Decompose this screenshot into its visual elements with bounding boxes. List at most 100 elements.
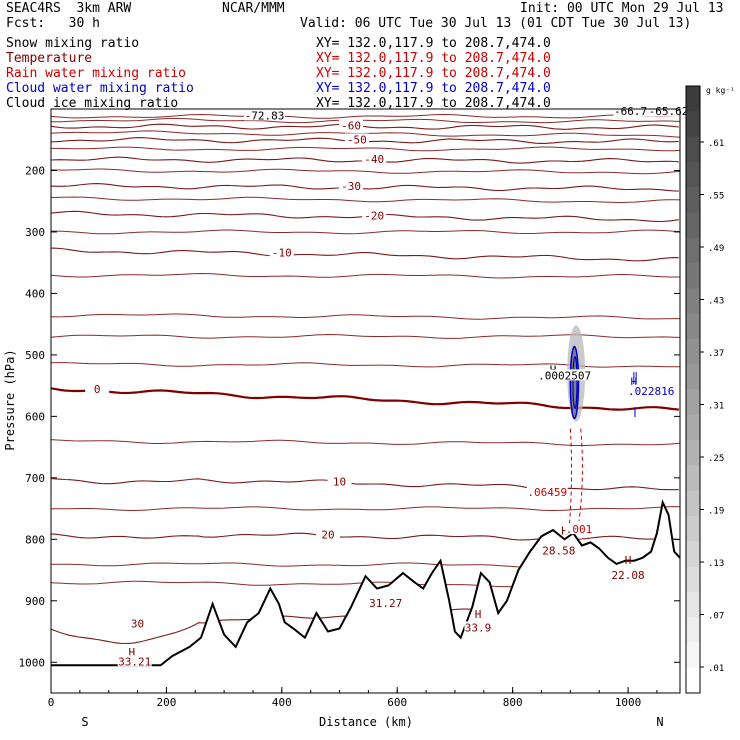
isotherm-minor xyxy=(51,506,680,512)
isotherm-line xyxy=(51,477,679,491)
colorbar-label: .13 xyxy=(708,559,724,569)
x-axis-label: Distance (km) xyxy=(319,715,413,729)
y-tick-label: 700 xyxy=(25,472,45,485)
y-tick-label: 300 xyxy=(25,226,45,239)
y-tick-label: 900 xyxy=(25,595,45,608)
y-tick-label: 500 xyxy=(25,349,45,362)
isotherm-minor xyxy=(51,362,680,368)
colorbar-label: .55 xyxy=(708,192,724,202)
field-label-cloud-water: Cloud water mixing ratio xyxy=(6,81,194,96)
isotherm-label: -50 xyxy=(347,133,367,146)
cloud-water-contour-small xyxy=(633,372,637,418)
colorbar-label: .61 xyxy=(708,139,724,149)
colorbar-unit: g kg⁻¹ xyxy=(706,86,735,95)
header-init-time: Init: 00 UTC Mon 29 Jul 13 xyxy=(520,1,724,16)
plot-frame xyxy=(50,108,681,694)
value-annotation: 33.9 xyxy=(465,621,492,634)
isotherm-minor xyxy=(51,146,680,152)
value-annotation: -66.78 xyxy=(614,105,654,118)
cloud-water-contour xyxy=(569,345,580,420)
isotherm-line xyxy=(51,183,679,192)
x-tick-label: 200 xyxy=(156,696,176,709)
cloud-layer xyxy=(567,325,637,528)
value-annotation: 22.08 xyxy=(612,569,645,582)
isotherm-line xyxy=(51,247,679,262)
xsec-coords-cloud-ice: XY= 132.0,117.9 to 208.7,474.0 xyxy=(316,96,551,111)
rain-water-contour xyxy=(568,428,573,528)
field-label-cloud-ice: Cloud ice mixing ratio xyxy=(6,96,179,111)
x-tick-label: 400 xyxy=(272,696,292,709)
isotherm-layer: -60-50 -40 -30 -20 -10 0 10 20 30 xyxy=(51,113,680,645)
terrain-layer xyxy=(51,499,681,693)
value-annotation: .022816 xyxy=(628,385,674,398)
isotherm-minor xyxy=(51,439,680,446)
isotherm-label: 30 xyxy=(131,617,144,630)
colorbar-label: .37 xyxy=(708,349,724,359)
high-marker: H xyxy=(631,376,638,389)
x-tick-label: 800 xyxy=(503,696,523,709)
colorbar-label: .19 xyxy=(708,507,724,517)
isotherm-minor xyxy=(51,313,680,320)
isotherm-label: -10 xyxy=(272,247,292,260)
isotherm-line xyxy=(51,387,679,411)
field-label-temperature: Temperature xyxy=(6,51,93,66)
header-valid-time: Valid: 06 UTC Tue 30 Jul 13 (01 CDT Tue … xyxy=(300,16,692,31)
high-marker: H xyxy=(128,646,135,659)
high-marker: H xyxy=(561,524,568,537)
high-marker: H xyxy=(475,608,482,621)
colorbar-label: .43 xyxy=(708,297,724,307)
field-label-snow: Snow mixing ratio xyxy=(6,36,140,51)
colorbar-label: .01 xyxy=(708,664,724,674)
y-tick-label: 400 xyxy=(25,287,45,300)
annotation-layer: HHHHHH-72.83-66.78-65.62.0002507.022816.… xyxy=(117,105,689,668)
colorbar-label: .25 xyxy=(708,454,724,464)
isotherm-minor xyxy=(51,168,680,175)
colorbar: g kg⁻¹ .61 .55 .49 .43 .37 .31 .25 .19 .13 .07 .01 xyxy=(685,85,735,694)
x-tick-label: 0 xyxy=(48,696,55,709)
field-label-rain: Rain water mixing ratio xyxy=(6,66,187,81)
colorbar-label: .49 xyxy=(708,244,724,254)
axis-layer: 0 200 400 600 800 100020030040050060070080090… xyxy=(19,164,680,709)
isotherm-label: -40 xyxy=(364,153,384,166)
isotherm-label: -20 xyxy=(364,209,384,222)
xsec-coords-cloud-water: XY= 132.0,117.9 to 208.7,474.0 xyxy=(316,81,551,96)
terrain-line xyxy=(51,499,681,667)
header-forecast-hour: Fcst: 30 h xyxy=(6,16,100,31)
y-tick-label: 200 xyxy=(25,164,45,177)
y-axis-label: Pressure (hPa) xyxy=(3,349,17,450)
y-tick-label: 600 xyxy=(25,410,45,423)
value-annotation: .0002507 xyxy=(538,369,591,382)
isotherm-minor xyxy=(51,229,680,235)
value-annotation: -72.83 xyxy=(245,109,285,122)
isotherm-minor xyxy=(51,333,680,339)
cloud-water-contour-inner xyxy=(572,355,578,410)
colorbar-label: .07 xyxy=(708,612,724,622)
isotherm-label: 0 xyxy=(94,383,101,396)
value-annotation: .001 xyxy=(566,523,593,536)
xsec-coords-temperature: XY= 132.0,117.9 to 208.7,474.0 xyxy=(316,51,551,66)
value-annotation: 33.21 xyxy=(118,655,151,668)
isotherm-label: -60 xyxy=(341,120,361,133)
isotherm-minor xyxy=(51,196,680,203)
x-end-label-north: N xyxy=(656,715,663,729)
header-run-title: SEAC4RS 3km ARW xyxy=(6,1,132,16)
isotherm-minor xyxy=(51,113,680,119)
isotherm-minor xyxy=(51,118,680,124)
isotherm-label: 20 xyxy=(321,529,334,542)
y-tick-label: 1000 xyxy=(19,656,46,669)
header-institution: NCAR/MMM xyxy=(222,1,285,16)
isotherm-minor xyxy=(51,272,680,279)
value-annotation: .06459 xyxy=(527,486,567,499)
x-end-label-south: S xyxy=(81,715,88,729)
isotherm-line xyxy=(51,123,679,130)
xsec-coords-rain: XY= 132.0,117.9 to 208.7,474.0 xyxy=(316,66,551,81)
value-annotation: -65.62 xyxy=(649,105,689,118)
y-tick-label: 800 xyxy=(25,533,45,546)
value-annotation: 31.27 xyxy=(369,597,402,610)
isotherm-label: 10 xyxy=(333,476,346,489)
rain-water-contour xyxy=(578,428,583,521)
x-tick-label: 1000 xyxy=(615,696,642,709)
high-marker: H xyxy=(625,554,632,567)
isotherm-label: -30 xyxy=(341,180,361,193)
